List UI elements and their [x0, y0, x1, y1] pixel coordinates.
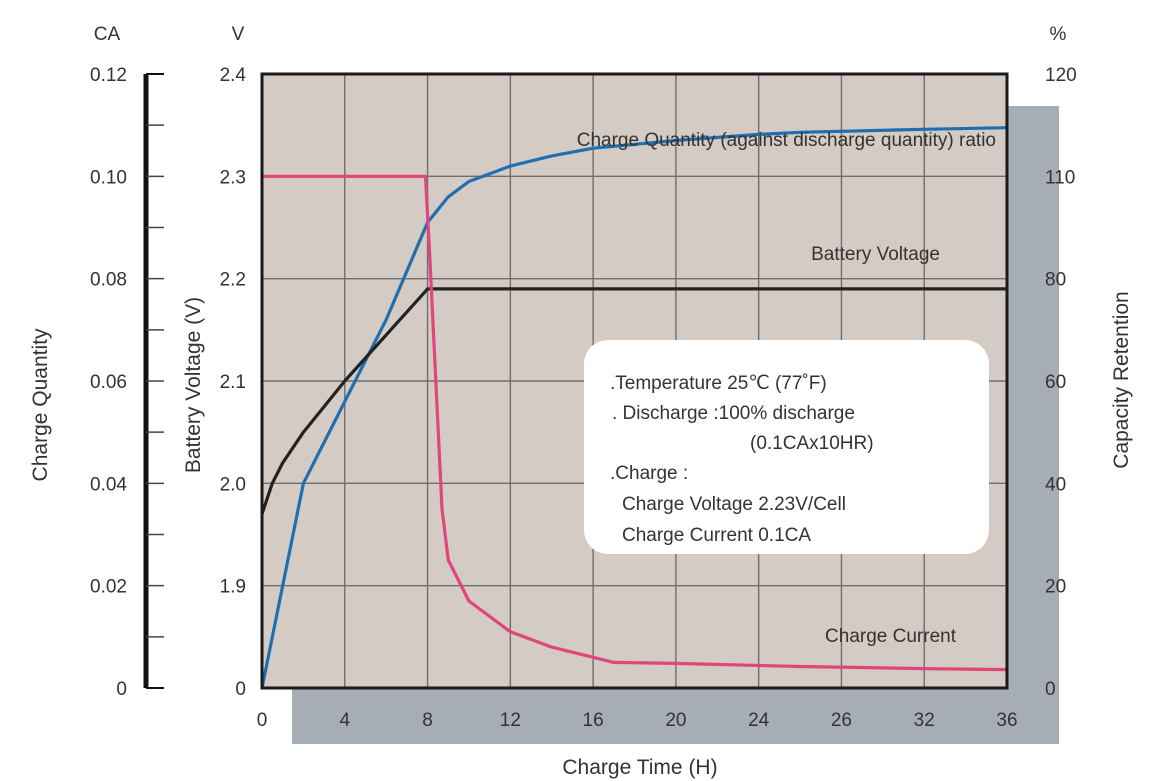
x-tick-label: 12: [500, 710, 521, 731]
tick-label: 0: [116, 679, 127, 700]
tick-label: 0.04: [90, 474, 127, 495]
x-axis-title: Charge Time (H): [562, 756, 717, 779]
x-tick-label: 26: [831, 710, 852, 731]
charge-current-line: [262, 174, 1008, 672]
tick-label: 2.3: [220, 167, 246, 188]
x-tick-label: 0: [257, 710, 268, 731]
series-label-battery-voltage: Battery Voltage: [811, 244, 940, 265]
series-label-charge-current: Charge Current: [825, 626, 957, 647]
x-tick-label: 24: [748, 710, 770, 731]
tick-label: 2.2: [220, 270, 246, 291]
voltage-axis-title: Battery Voltage (V): [182, 297, 205, 473]
retention-unit: %: [1050, 24, 1067, 45]
retention-tick-labels: 0 20 40 60 80 110 120: [1045, 65, 1077, 700]
plot-frame: [260, 72, 1009, 690]
tick-label: 0: [235, 679, 246, 700]
series-label-charge-quantity: Charge Quantity (against discharge quant…: [577, 130, 996, 151]
voltage-tick-labels: 0 1.9 2.0 2.1 2.2 2.3 2.4: [220, 65, 247, 700]
x-tick-label: 8: [422, 710, 433, 731]
note-discharge-rate: (0.1CAx10HR): [750, 433, 874, 454]
voltage-unit: V: [232, 24, 245, 45]
tick-label: 0.10: [90, 167, 127, 188]
x-tick-label: 4: [339, 710, 350, 731]
ca-unit: CA: [94, 24, 121, 45]
tick-label: 110: [1045, 167, 1075, 188]
x-tick-label: 36: [996, 710, 1017, 731]
tick-label: 1.9: [220, 577, 246, 598]
note-charge: .Charge :: [610, 463, 688, 484]
tick-label: 0: [1045, 679, 1056, 700]
note-temperature: .Temperature 25℃ (77˚F): [610, 373, 827, 394]
tick-label: 40: [1045, 474, 1066, 495]
tick-label: 2.0: [220, 474, 246, 495]
tick-label: 2.4: [220, 65, 247, 86]
note-charge-current: Charge Current 0.1CA: [622, 525, 811, 546]
ca-scale-bar: [143, 73, 164, 689]
tick-label: 2.1: [220, 372, 246, 393]
tick-label: 0.02: [90, 577, 127, 598]
note-charge-voltage: Charge Voltage 2.23V/Cell: [622, 494, 846, 515]
battery-voltage-line: [260, 287, 1007, 515]
tick-label: 80: [1045, 270, 1066, 291]
x-tick-label: 16: [583, 710, 604, 731]
tick-label: 0.08: [90, 270, 127, 291]
x-tick-label: 32: [914, 710, 935, 731]
tick-label: 60: [1045, 372, 1066, 393]
series-lines: [260, 126, 1008, 689]
tick-label: 0.06: [90, 372, 127, 393]
note-discharge: . Discharge :100% discharge: [612, 403, 855, 424]
x-tick-label: 20: [665, 710, 686, 731]
x-tick-labels: 0 4 8 12 16 20 24 26 32 36: [257, 710, 1018, 731]
charge-quantity-line: [260, 126, 1008, 689]
ca-tick-labels: 0 0.02 0.04 0.06 0.08 0.10 0.12: [90, 65, 127, 700]
tick-label: 0.12: [90, 65, 127, 86]
tick-label: 120: [1045, 65, 1077, 86]
retention-axis-title: Capacity Retention: [1110, 291, 1133, 468]
tick-label: 20: [1045, 577, 1066, 598]
conditions-box: .Temperature 25℃ (77˚F) . Discharge :100…: [584, 340, 989, 554]
ca-axis-title: Charge Quantity: [29, 328, 52, 481]
